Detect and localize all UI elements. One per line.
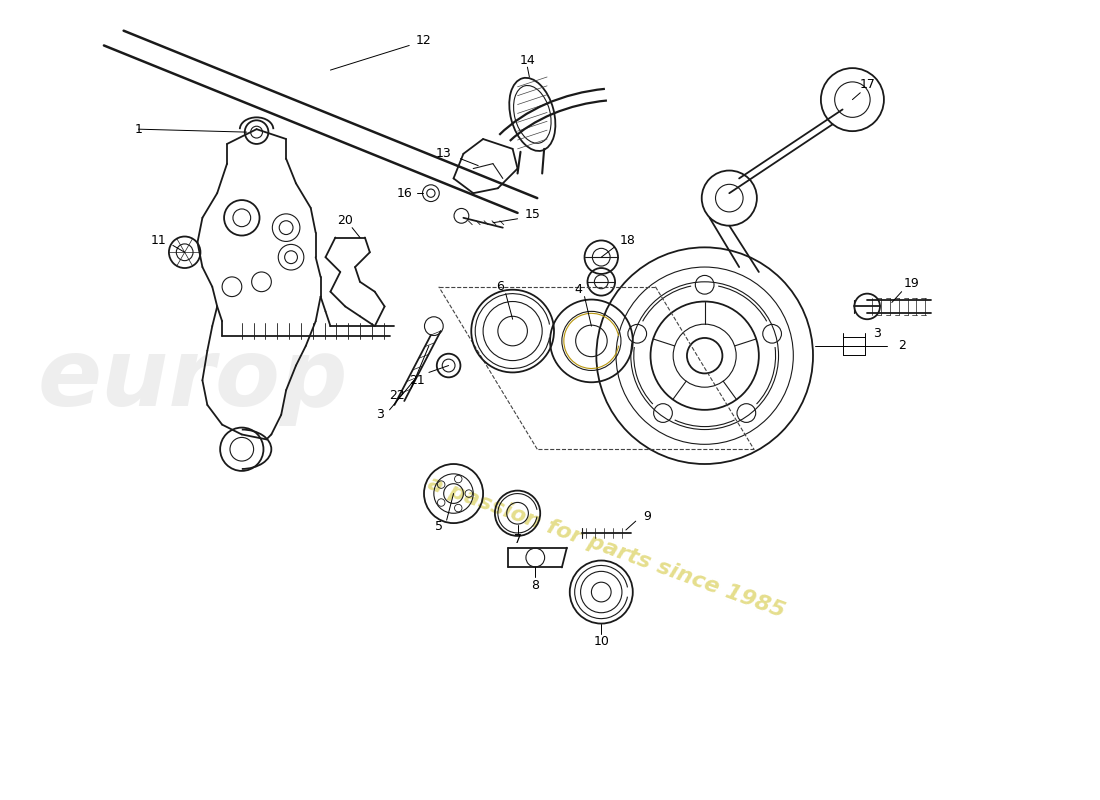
Text: 22: 22: [389, 389, 405, 402]
Text: 9: 9: [644, 510, 651, 522]
Text: 16: 16: [396, 186, 412, 200]
Text: 5: 5: [434, 519, 443, 533]
Text: 8: 8: [531, 578, 539, 592]
Text: 3: 3: [376, 408, 384, 422]
Text: 12: 12: [416, 34, 432, 47]
Text: 14: 14: [519, 54, 536, 66]
Text: 20: 20: [338, 214, 353, 227]
Text: 11: 11: [151, 234, 166, 247]
Text: 1: 1: [134, 122, 142, 136]
Text: europ: europ: [37, 334, 348, 426]
Text: 17: 17: [859, 78, 876, 91]
Text: 7: 7: [514, 534, 521, 546]
Text: 10: 10: [593, 634, 609, 648]
Text: 2: 2: [898, 339, 905, 352]
Text: 18: 18: [620, 234, 636, 247]
Text: 15: 15: [525, 208, 540, 222]
Text: 6: 6: [496, 280, 504, 294]
Text: 3: 3: [873, 326, 881, 339]
Text: a passion for parts since 1985: a passion for parts since 1985: [425, 474, 788, 622]
Text: 4: 4: [574, 283, 583, 296]
Text: 19: 19: [903, 278, 920, 290]
Text: 21: 21: [409, 374, 425, 387]
Text: 13: 13: [436, 147, 452, 160]
